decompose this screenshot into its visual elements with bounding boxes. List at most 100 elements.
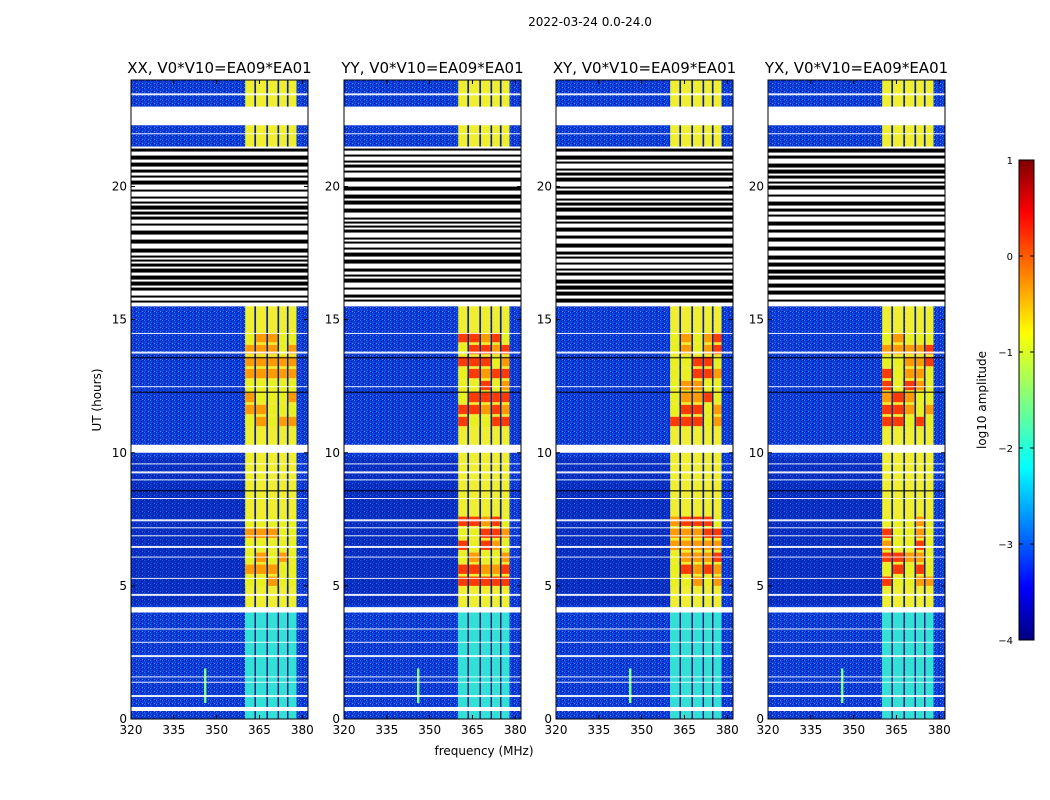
dark-line (768, 391, 945, 394)
flag-line (556, 332, 733, 334)
flag-stripe (556, 168, 733, 171)
hot-cell (501, 540, 510, 550)
x-tick-label: 380 (291, 723, 314, 737)
flag-line (131, 519, 308, 522)
channel-gap (500, 80, 502, 719)
hot-cell (893, 564, 904, 574)
flag-stripe (344, 208, 521, 213)
hot-cell (469, 380, 480, 391)
flag-line (556, 676, 733, 678)
hot-cell (893, 368, 904, 379)
y-axis-label: UT (hours) (90, 368, 104, 431)
hot-cell (288, 576, 297, 586)
flag-line (344, 695, 521, 698)
flag-line (556, 545, 733, 548)
signal-column-low (481, 607, 491, 719)
hot-cell (288, 392, 297, 403)
flag-line (344, 498, 521, 500)
flag-line (768, 471, 945, 474)
hot-cell (458, 356, 468, 367)
hot-cell (481, 344, 491, 355)
hot-cell (469, 368, 480, 379)
hot-cell (670, 332, 680, 343)
hot-cell (279, 540, 287, 550)
flag-stripe (344, 154, 521, 157)
hot-cell (279, 344, 287, 355)
flag-stripe (131, 196, 308, 199)
hot-cell (670, 392, 680, 403)
flag-stripe (556, 298, 733, 303)
hot-cell (268, 368, 278, 379)
rfi-spike (629, 668, 632, 704)
flag-stripe (344, 177, 521, 182)
flag-stripe (344, 278, 521, 283)
flag-stripe (556, 148, 733, 152)
flag-stripe (131, 211, 308, 215)
y-tick-label: 10 (749, 446, 764, 460)
flagged-region (556, 607, 733, 613)
flag-line (768, 479, 945, 481)
flagged-region (344, 707, 521, 712)
hot-cell (268, 344, 278, 355)
flag-stripe (556, 186, 733, 189)
panel-yx: YX, V0*V10=EA09*EA01 320 335 350 365 380 0 5 10 1… (749, 59, 951, 737)
rfi-spike (417, 668, 420, 704)
flag-line (344, 593, 521, 596)
hot-cell (681, 392, 692, 403)
flag-stripe (131, 263, 308, 267)
hot-cell (905, 332, 915, 343)
hot-cell (882, 368, 892, 379)
colorbar-tick-label: −4 (998, 636, 1013, 647)
flag-line (131, 628, 308, 630)
flag-stripe (556, 172, 733, 176)
flag-stripe (768, 275, 945, 280)
hot-cell (916, 540, 924, 550)
flag-line (344, 479, 521, 481)
flag-stripe (344, 225, 521, 228)
flag-line (131, 479, 308, 481)
hot-cell (713, 528, 722, 538)
flag-stripe (768, 262, 945, 267)
y-tick-label: 20 (325, 180, 340, 194)
hot-cell (501, 368, 510, 379)
colorbar-gradient (1018, 159, 1035, 641)
flag-stripe (768, 185, 945, 190)
dark-line (131, 356, 308, 359)
hot-cell (681, 528, 692, 538)
hot-cell (670, 564, 680, 574)
hot-cell (492, 344, 500, 355)
hot-cell (925, 404, 934, 415)
flag-line (768, 519, 945, 522)
dark-line (344, 356, 521, 359)
dark-line (131, 391, 308, 394)
hot-cell (288, 404, 297, 415)
hot-cell (268, 528, 278, 538)
hot-cell (256, 332, 267, 343)
panel-title: YY, V0*V10=EA09*EA01 (340, 59, 523, 77)
flag-stripe (768, 221, 945, 226)
hot-cell (704, 344, 712, 355)
hot-cell (492, 332, 500, 343)
signal-column-low (469, 607, 480, 719)
flag-stripe (131, 162, 308, 167)
flag-line (131, 593, 308, 596)
hot-cell (458, 392, 468, 403)
hot-cell (916, 332, 924, 343)
hot-cell (882, 576, 892, 586)
flag-stripe (131, 201, 308, 204)
flag-stripe (131, 295, 308, 298)
hot-cell (905, 344, 915, 355)
hot-cell (458, 564, 468, 574)
flag-stripe (131, 175, 308, 178)
hot-cell (256, 416, 267, 427)
hot-cell (916, 528, 924, 538)
hot-cell (492, 564, 500, 574)
flagged-region (556, 444, 733, 453)
hot-cell (925, 368, 934, 379)
hot-cell (268, 380, 278, 391)
hot-cell (916, 392, 924, 403)
flag-line (131, 498, 308, 500)
flag-line (344, 386, 521, 388)
flag-stripe (344, 200, 521, 205)
hot-cell (245, 564, 255, 574)
